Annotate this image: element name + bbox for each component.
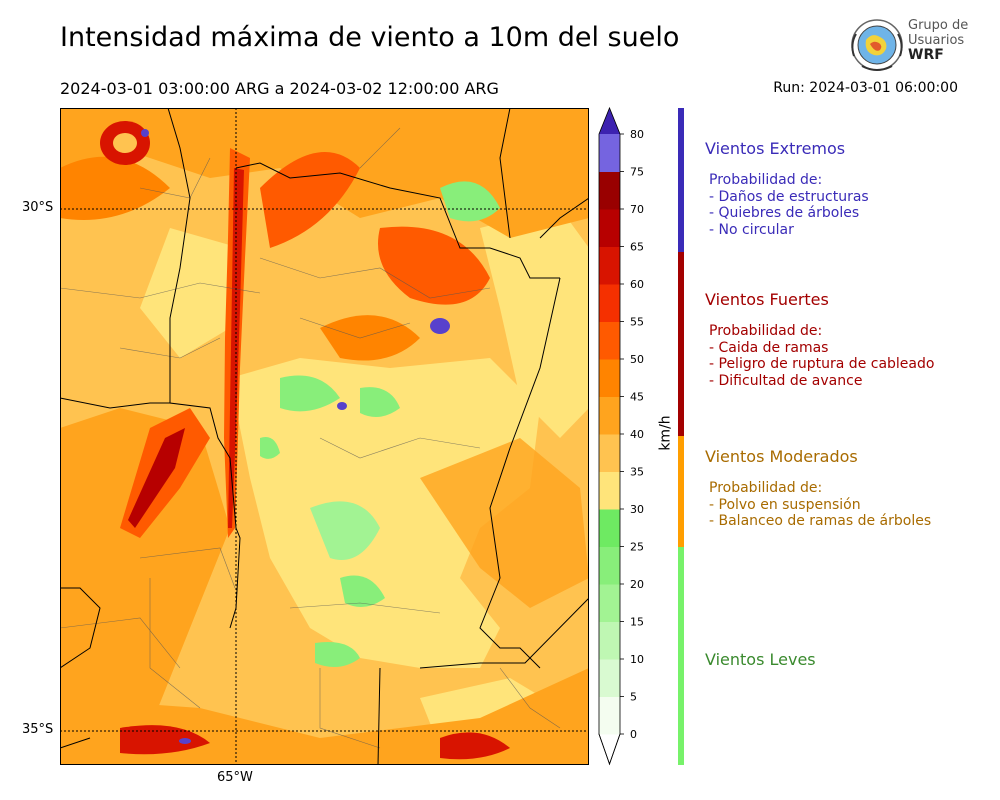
map-extreme-cell-4 xyxy=(141,129,149,137)
category-description-line: - Caida de ramas xyxy=(709,339,829,356)
map-strong-south xyxy=(120,725,210,755)
wrf-logo: Grupo de Usuarios WRF xyxy=(848,16,973,74)
map-moderate-west xyxy=(60,408,230,748)
colorbar-segment xyxy=(599,659,620,697)
category-description-strong: Probabilidad de: - Caida de ramas - Peligr… xyxy=(709,323,934,389)
map-frame xyxy=(60,108,589,765)
map-calm-green-2 xyxy=(280,375,340,412)
colorbar: 0 5 10 15 20 25 30 35 40 45 50 55 60 65 70 75 80 xyxy=(598,106,644,766)
logo-line-2: Usuarios xyxy=(908,33,965,48)
map-extreme-cell-1 xyxy=(430,318,450,334)
colorbar-tick-label: 45 xyxy=(630,391,644,404)
map-calm-green-4 xyxy=(310,501,380,560)
category-title-light: Vientos Leves xyxy=(705,650,816,669)
province-borders xyxy=(60,108,589,765)
category-description-line: - Dificultad de avance xyxy=(709,372,863,389)
category-description-line: - No circular xyxy=(709,221,794,238)
colorbar-segment xyxy=(599,696,620,735)
category-description-line: Probabilidad de: xyxy=(709,323,823,339)
map-extreme-cell-3 xyxy=(179,738,191,744)
map-calm-region-east xyxy=(480,208,589,438)
map-extreme-cell-2 xyxy=(337,402,347,410)
category-description-line: - Daños de estructuras xyxy=(709,188,869,205)
colorbar-segment xyxy=(599,434,620,472)
category-description-line: - Peligro de ruptura de cableado xyxy=(709,356,935,372)
category-bar-moderate xyxy=(678,436,684,547)
colorbar-tick-label: 65 xyxy=(630,241,644,254)
colorbar-segment xyxy=(599,509,620,547)
colorbar-tick-label: 40 xyxy=(630,428,644,441)
category-bar-extreme xyxy=(678,108,684,252)
map-calm-green-3 xyxy=(360,387,400,417)
category-description-moderate: Probabilidad de: - Polvo en suspensión - B… xyxy=(709,480,931,530)
colorbar-segment xyxy=(599,546,620,585)
page-title: Intensidad máxima de viento a 10m del su… xyxy=(60,22,680,53)
map-cell-northwest-center xyxy=(113,133,137,153)
category-description-line: - Polvo en suspensión xyxy=(709,496,861,513)
category-bar-strong xyxy=(678,252,684,436)
lat-label-35s: 35°S xyxy=(22,722,54,737)
colorbar-segment xyxy=(599,359,620,397)
map-strong-northwest xyxy=(60,156,170,220)
lat-label-30s: 30°S xyxy=(22,200,54,215)
map-calm-green-5 xyxy=(340,575,385,607)
map-calm-region-north xyxy=(140,228,240,358)
colorbar-segment xyxy=(599,209,620,247)
map-calm-region xyxy=(230,358,540,668)
colorbar-segment xyxy=(599,471,620,510)
colorbar-tick-label: 60 xyxy=(630,278,644,291)
category-description-extreme: Probabilidad de: - Daños de estructuras - … xyxy=(709,172,869,238)
colorbar-extend-low xyxy=(598,733,621,766)
category-title-moderate: Vientos Moderados xyxy=(705,447,858,466)
colorbar-tick-label: 25 xyxy=(630,541,644,554)
colorbar-segment xyxy=(599,246,620,285)
category-description-line: Probabilidad de: xyxy=(709,480,823,496)
colorbar-tick-label: 5 xyxy=(630,691,637,704)
colorbar-tick-label: 50 xyxy=(630,353,644,366)
map-strong-west-core xyxy=(128,428,185,528)
wind-map xyxy=(60,108,589,765)
graticule xyxy=(60,108,589,765)
map-moderate-east xyxy=(420,438,589,608)
map-strong-northeast xyxy=(378,226,490,305)
colorbar-segment xyxy=(599,134,620,172)
lon-label-65w: 65°W xyxy=(217,770,253,785)
colorbar-segment xyxy=(599,171,620,210)
colorbar-tick-label: 55 xyxy=(630,316,644,329)
map-calm-green-7 xyxy=(260,437,280,459)
colorbar-tick-label: 15 xyxy=(630,616,644,629)
colorbar-tick-label: 20 xyxy=(630,578,644,591)
colorbar-segment xyxy=(599,621,620,660)
colorbar-segments xyxy=(598,106,621,766)
category-title-strong: Vientos Fuertes xyxy=(705,290,829,309)
colorbar-ticks: 0 5 10 15 20 25 30 35 40 45 50 55 60 65 70 75 80 xyxy=(620,128,644,741)
category-description-line: - Balanceo de ramas de árboles xyxy=(709,513,932,529)
logo-line-3: WRF xyxy=(908,47,944,63)
map-calm-green-1 xyxy=(440,181,500,222)
colorbar-segment xyxy=(599,284,620,322)
colorbar-tick-label: 10 xyxy=(630,653,644,666)
colorbar-unit: km/h xyxy=(657,415,674,451)
category-bar-light xyxy=(678,547,684,765)
map-strong-southeast xyxy=(440,732,510,760)
colorbar-tick-label: 30 xyxy=(630,503,644,516)
map-calm-green-6 xyxy=(315,642,360,667)
colorbar-segment xyxy=(599,321,620,360)
colorbar-extend-high xyxy=(599,108,620,134)
category-description-line: - Quiebres de árboles xyxy=(709,205,860,221)
colorbar-tick-label: 80 xyxy=(630,128,644,141)
colorbar-tick-label: 35 xyxy=(630,466,644,479)
forecast-period: 2024-03-01 03:00:00 ARG a 2024-03-02 12:… xyxy=(60,79,499,98)
run-time: Run: 2024-03-01 06:00:00 xyxy=(773,80,958,96)
colorbar-tick-label: 70 xyxy=(630,203,644,216)
colorbar-tick-label: 75 xyxy=(630,166,644,179)
map-strong-center xyxy=(320,315,420,361)
colorbar-segment xyxy=(599,396,620,435)
category-title-extreme: Vientos Extremos xyxy=(705,139,846,158)
globe-icon xyxy=(851,19,903,71)
colorbar-tick-label: 0 xyxy=(630,728,637,741)
colorbar-segment xyxy=(599,584,620,622)
category-description-line: Probabilidad de: xyxy=(709,172,823,188)
logo-line-1: Grupo de xyxy=(908,18,969,33)
